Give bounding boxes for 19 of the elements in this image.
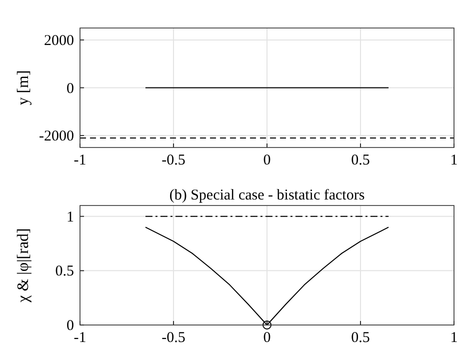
x-tick-label: 0 (263, 330, 271, 346)
y-tick-label: -2000 (39, 128, 74, 145)
x-tick-label: 1 (450, 330, 458, 346)
x-tick-label: 1 (450, 152, 458, 168)
y-axis-title: χ & |φ|[rad] (15, 228, 32, 304)
x-tick-label: 0.5 (351, 330, 370, 346)
x-tick-label: -0.5 (162, 152, 186, 168)
y-tick-label: 2000 (44, 32, 74, 49)
y-axis-title: y [m] (15, 70, 32, 106)
x-tick-label: 0 (263, 152, 271, 168)
x-tick-label: 0.5 (351, 152, 370, 168)
chart-title: (b) Special case - bistatic factors (169, 188, 365, 204)
y-tick-label: 0 (66, 318, 74, 334)
x-tick-label: -0.5 (162, 330, 186, 346)
y-tick-label: 0 (66, 80, 74, 97)
y-tick-label: 0.5 (55, 264, 74, 280)
x-tick-label: -1 (74, 152, 86, 168)
y-tick-label: 1 (66, 209, 74, 226)
x-tick-label: -1 (74, 330, 86, 346)
